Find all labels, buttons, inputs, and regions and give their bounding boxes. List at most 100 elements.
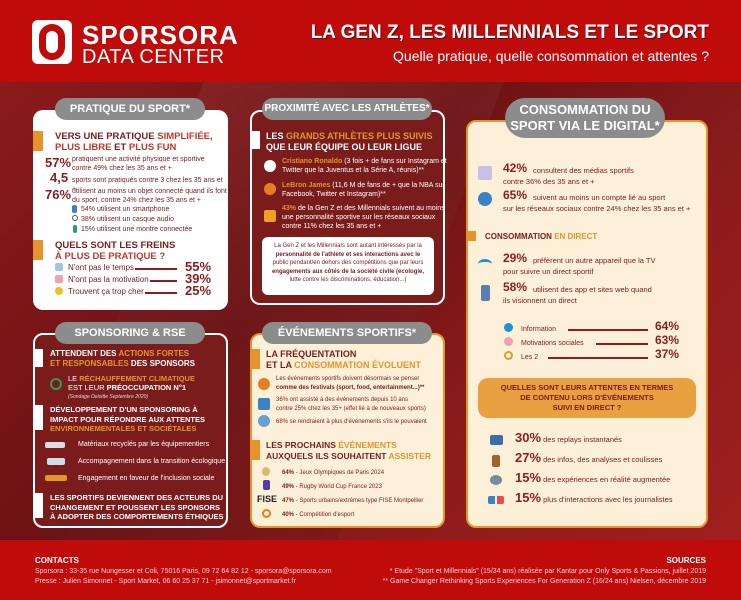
section-marker bbox=[466, 231, 476, 241]
frein-value: 55% bbox=[185, 259, 212, 274]
athletes-info-box bbox=[262, 237, 434, 295]
community-icon bbox=[478, 192, 492, 206]
reason-value: 64% bbox=[655, 319, 680, 333]
freins-heading: QUELS SONT LES FREINS À PLUS DE PRATIQUE … bbox=[55, 240, 176, 262]
direct-heading: CONSOMMATION EN DIRECT bbox=[485, 232, 598, 241]
digital-value: 65% bbox=[503, 188, 528, 202]
rse-item: Engagement en faveur de l'inclusion soci… bbox=[78, 475, 215, 482]
logo-title: SPORSORA bbox=[82, 20, 239, 50]
coins-icon bbox=[55, 287, 63, 295]
basketball-icon bbox=[264, 183, 276, 195]
sponsoring-pill: SPONSORING & RSE bbox=[55, 322, 205, 344]
event-item: 36% ont assisté à des événements depuis … bbox=[276, 397, 426, 412]
frein-label: Trouvent ça trop cher bbox=[68, 287, 144, 296]
news-icon bbox=[478, 166, 492, 180]
upcoming-item: 40% - Compétition d'esport bbox=[282, 512, 355, 518]
contacts-line: Sporsora : 33-35 rue Nungesser et Coli, … bbox=[35, 568, 332, 575]
athlete-item: Cristiano Ronaldo (3 fois + de fans sur … bbox=[282, 158, 447, 174]
header: SPORSORA DATA CENTER LA GEN Z, LES MILLE… bbox=[0, 0, 741, 82]
headphones-icon bbox=[72, 215, 78, 221]
divider bbox=[150, 280, 177, 282]
section-marker bbox=[33, 131, 43, 151]
question-text: QUELLES SONT LEURS ATTENTES EN TERMES DE … bbox=[500, 383, 674, 412]
chat-icon bbox=[488, 496, 504, 504]
info-icon bbox=[504, 323, 513, 332]
page-title: LA GEN Z, LES MILLENNIALS ET LE SPORT bbox=[310, 22, 709, 43]
climate-note: (Sondage Deloitte Septembre 2020) bbox=[68, 394, 149, 400]
smartwatch-icon bbox=[73, 225, 77, 233]
rse-item: Accompagnement dans la transition écolog… bbox=[78, 458, 226, 465]
stat-text: utilisent au moins un objet connecté qua… bbox=[72, 188, 227, 204]
divider bbox=[568, 329, 648, 331]
section-marker bbox=[33, 349, 43, 367]
expectation-item: 15% des expériences en réalité augmentée bbox=[515, 470, 671, 485]
athletes-pill: PROXIMITÉ AVEC LES ATHLÈTES* bbox=[262, 98, 432, 120]
reason-label: Motivations sociales bbox=[521, 340, 584, 347]
frein-value: 25% bbox=[185, 283, 212, 298]
pratique-heading: VERS UNE PRATIQUE SIMPLIFIÉE, PLUS LIBRE… bbox=[55, 131, 213, 153]
upcoming-item: 64% - Jeux Olympiques de Paris 2024 bbox=[282, 470, 385, 476]
digital-text: suivent au moins un compte lié au sport s… bbox=[503, 193, 691, 213]
upcoming-item: 47% - Sports urbains/extrêmes type FISE … bbox=[282, 498, 424, 504]
evenements-heading: LA FRÉQUENTATION ET LA CONSOMMATION ÉVOLU… bbox=[266, 349, 422, 370]
sponsoring-heading: ATTENDENT DES ACTIONS FORTES ET RESPONSAB… bbox=[50, 349, 195, 368]
divider bbox=[548, 357, 648, 359]
reason-label: Les 2 bbox=[521, 354, 539, 361]
followers-icon bbox=[264, 210, 276, 222]
section-marker bbox=[33, 493, 43, 518]
vr-icon bbox=[490, 475, 502, 485]
direct-text: préfèrent un autre appareil que la TV pou… bbox=[503, 256, 656, 276]
direct-value: 58% bbox=[503, 280, 528, 294]
digital-pill: CONSOMMATION DU SPORT VIA LE DIGITAL* bbox=[505, 98, 665, 138]
football-icon bbox=[264, 160, 276, 172]
device-stat: 54% utilisent un smartphone bbox=[81, 206, 170, 213]
section-marker bbox=[33, 405, 43, 430]
frein-value: 39% bbox=[185, 271, 212, 286]
linkedout-logo bbox=[45, 475, 67, 481]
expectation-item: 30% des replays instantanés bbox=[515, 430, 622, 445]
stat-text: sports sont pratiqués contre 3 chez les … bbox=[72, 177, 223, 193]
device-stat: 15% utilisent une montre connectée bbox=[81, 226, 193, 233]
paris2024-icon bbox=[262, 467, 270, 476]
wifi-icon bbox=[478, 259, 492, 269]
laptop-icon bbox=[490, 435, 503, 445]
door-icon bbox=[492, 455, 500, 467]
footer: CONTACTS Sporsora : 33-35 rue Nungesser … bbox=[0, 540, 741, 600]
section-marker bbox=[250, 349, 260, 369]
rugby-wc-icon bbox=[263, 480, 270, 490]
reason-label: Information bbox=[521, 326, 557, 333]
gaming-headset-icon bbox=[262, 509, 271, 518]
question-box bbox=[478, 378, 696, 418]
athlete-item: LeBron James (11,6 M de fans de + que la… bbox=[282, 182, 445, 198]
pratique-pill: PRATIQUE DU SPORT* bbox=[55, 98, 205, 120]
link-icon bbox=[504, 351, 513, 360]
section-marker bbox=[250, 131, 260, 149]
mobile-icon bbox=[481, 285, 490, 301]
arena-icon bbox=[258, 415, 270, 427]
upcoming-heading: LES PROCHAINS ÉVÉNEMENTS AUXQUELS ILS SOU… bbox=[266, 440, 431, 461]
divider bbox=[596, 343, 648, 345]
stat-text: pratiquent une activité physique et spor… bbox=[72, 156, 205, 172]
contacts-line: Presse : Julien Simonnet - Sport Market,… bbox=[35, 578, 296, 585]
partner-logo bbox=[47, 458, 65, 465]
digital-text: consultent des médias sportifs contre 36%… bbox=[503, 166, 634, 186]
sporsora-logo-icon bbox=[32, 20, 72, 64]
climate-text: LE RÉCHAUFFEMENT CLIMATIQUE EST LEUR PRÉO… bbox=[68, 374, 195, 392]
social-icon bbox=[504, 337, 513, 346]
upcoming-item: 49% - Rugby World Cup France 2023 bbox=[282, 484, 382, 490]
event-item: Les événements sportifs doivent désormai… bbox=[276, 376, 425, 391]
climate-icon bbox=[50, 378, 62, 390]
hotdog-icon bbox=[258, 378, 270, 390]
direct-value: 29% bbox=[503, 251, 528, 265]
sources-title: SOURCES bbox=[666, 556, 706, 565]
device-stat: 38% utilisent un casque audio bbox=[81, 216, 175, 223]
reason-value: 63% bbox=[655, 333, 680, 347]
sponsoring-card bbox=[33, 333, 228, 528]
stat-value: 76% bbox=[45, 187, 72, 202]
adidas-parley-logo bbox=[45, 442, 65, 448]
athlete-item: 43% de la Gen Z et des Millennials suive… bbox=[282, 205, 445, 230]
athletes-heading: LES GRANDS ATHLÈTES PLUS SUIVIS QUE LEUR … bbox=[266, 131, 433, 152]
frein-label: N'ont pas le temps bbox=[68, 263, 135, 272]
pratique-card bbox=[33, 110, 228, 310]
page-subtitle: Quelle pratique, quelle consommation et … bbox=[393, 48, 709, 64]
